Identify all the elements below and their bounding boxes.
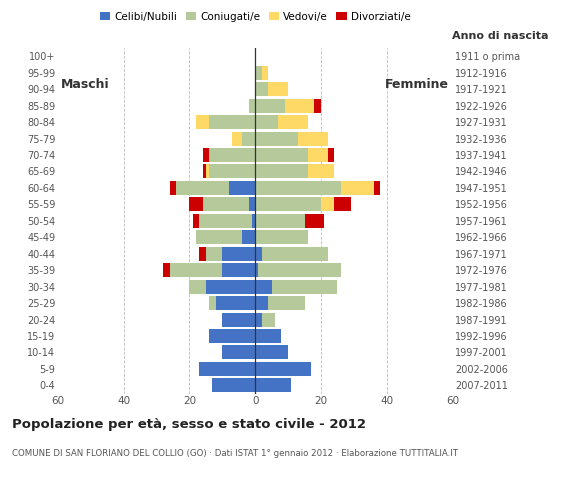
Bar	[255, 378, 291, 392]
Bar	[255, 197, 321, 211]
Bar	[255, 214, 304, 228]
Bar	[262, 66, 269, 80]
Bar	[206, 247, 222, 261]
Bar	[170, 263, 222, 277]
Bar	[255, 165, 308, 179]
Bar	[298, 132, 328, 145]
Bar	[255, 312, 262, 326]
Bar	[255, 346, 288, 360]
Bar	[304, 214, 324, 228]
Bar	[255, 296, 269, 310]
Bar	[209, 165, 255, 179]
Bar	[374, 181, 380, 195]
Bar	[255, 98, 285, 113]
Text: Popolazione per età, sesso e stato civile - 2012: Popolazione per età, sesso e stato civil…	[12, 418, 365, 431]
Bar	[255, 82, 269, 96]
Bar	[232, 132, 242, 145]
Bar	[314, 98, 321, 113]
Bar	[255, 230, 308, 244]
Bar	[209, 329, 255, 343]
Bar	[255, 115, 278, 129]
Bar	[249, 98, 255, 113]
Bar	[262, 312, 275, 326]
Legend: Celibi/Nubili, Coniugati/e, Vedovi/e, Divorziati/e: Celibi/Nubili, Coniugati/e, Vedovi/e, Di…	[96, 8, 415, 26]
Bar	[212, 378, 255, 392]
Bar	[200, 247, 206, 261]
Bar	[255, 148, 308, 162]
Bar	[269, 296, 304, 310]
Bar	[255, 181, 340, 195]
Bar	[269, 82, 288, 96]
Bar	[209, 296, 216, 310]
Bar	[216, 296, 255, 310]
Bar	[321, 197, 334, 211]
Bar	[255, 66, 262, 80]
Bar	[255, 280, 271, 294]
Bar	[229, 181, 255, 195]
Bar	[242, 132, 255, 145]
Bar	[200, 362, 255, 376]
Bar	[209, 115, 255, 129]
Bar	[222, 247, 255, 261]
Bar	[193, 214, 200, 228]
Bar	[255, 362, 311, 376]
Bar	[259, 263, 340, 277]
Bar	[334, 197, 350, 211]
Bar	[170, 181, 176, 195]
Text: COMUNE DI SAN FLORIANO DEL COLLIO (GO) · Dati ISTAT 1° gennaio 2012 · Elaborazio: COMUNE DI SAN FLORIANO DEL COLLIO (GO) ·…	[12, 449, 458, 458]
Text: Femmine: Femmine	[385, 78, 449, 91]
Bar	[222, 312, 255, 326]
Bar	[176, 181, 229, 195]
Bar	[206, 280, 255, 294]
Text: Anno di nascita: Anno di nascita	[452, 31, 549, 41]
Bar	[190, 280, 206, 294]
Bar	[202, 165, 206, 179]
Bar	[196, 230, 242, 244]
Bar	[255, 132, 298, 145]
Bar	[255, 263, 259, 277]
Bar	[255, 247, 262, 261]
Bar	[209, 148, 255, 162]
Bar	[255, 329, 281, 343]
Bar	[271, 280, 338, 294]
Bar	[249, 197, 255, 211]
Bar	[222, 263, 255, 277]
Bar	[278, 115, 308, 129]
Bar	[252, 214, 255, 228]
Bar	[206, 165, 209, 179]
Text: Maschi: Maschi	[61, 78, 110, 91]
Bar	[308, 165, 334, 179]
Bar	[190, 197, 202, 211]
Bar	[196, 115, 209, 129]
Bar	[340, 181, 374, 195]
Bar	[222, 346, 255, 360]
Bar	[163, 263, 170, 277]
Bar	[200, 214, 252, 228]
Bar	[308, 148, 328, 162]
Bar	[202, 148, 209, 162]
Bar	[242, 230, 255, 244]
Bar	[202, 197, 249, 211]
Bar	[328, 148, 334, 162]
Bar	[285, 98, 314, 113]
Bar	[262, 247, 328, 261]
